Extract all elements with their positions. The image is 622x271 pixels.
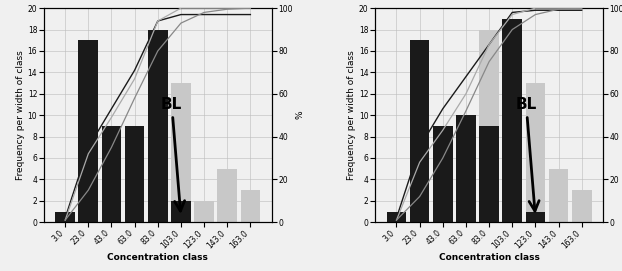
Bar [241,190,260,222]
Bar [549,169,569,222]
Bar [171,201,191,222]
Bar [526,212,545,222]
Bar [572,190,592,222]
Y-axis label: Frequency per width of class: Frequency per width of class [16,50,25,180]
Bar [171,83,191,222]
Y-axis label: Frequency per width of class: Frequency per width of class [347,50,356,180]
Bar [433,126,453,222]
Bar [55,217,75,222]
Bar [218,169,237,222]
Bar [148,30,167,222]
X-axis label: Concentration class: Concentration class [439,253,539,262]
Text: BL: BL [161,97,185,211]
Bar [433,126,453,222]
Bar [387,212,406,222]
Bar [78,40,98,222]
Bar [503,30,522,222]
Bar [78,40,98,222]
Bar [101,126,121,222]
Bar [526,83,545,222]
Bar [503,19,522,222]
Bar [194,201,214,222]
Y-axis label: %: % [295,111,305,120]
Bar [410,40,429,222]
Bar [148,30,167,222]
Bar [456,126,476,222]
Bar [456,115,476,222]
Bar [55,212,75,222]
Bar [410,40,429,222]
Bar [101,126,121,222]
Bar [125,126,144,222]
Bar [480,30,499,222]
X-axis label: Concentration class: Concentration class [108,253,208,262]
Bar [480,126,499,222]
Bar [387,217,406,222]
Bar [125,126,144,222]
Text: BL: BL [516,97,539,211]
